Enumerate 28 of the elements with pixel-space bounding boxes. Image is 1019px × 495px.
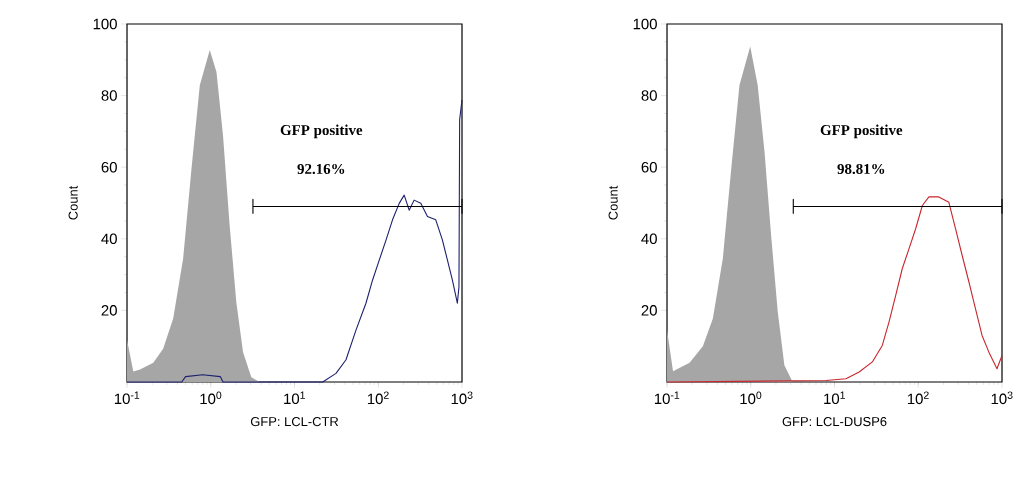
y-tick-label: 100 — [633, 18, 657, 30]
y-tick-label: 40 — [641, 233, 657, 245]
y-tick-label: 20 — [101, 305, 117, 316]
y-tick-label: 80 — [641, 90, 657, 101]
y-tick-label: 60 — [101, 161, 117, 173]
x-tick-label: 10$^{-1}$ — [654, 391, 680, 405]
y-tick-label: 20 — [641, 305, 657, 316]
annotation: 92.16% — [297, 163, 345, 175]
annotation: GFP positive — [280, 124, 363, 139]
x-axis-title: GFP: LCL-CTR — [250, 417, 339, 427]
x-tick-label: 10$^{2}$ — [367, 391, 389, 405]
y-tick-label: 40 — [101, 233, 117, 245]
x-tick-label: 10$^{2}$ — [907, 391, 929, 405]
y-tick-label: 60 — [641, 161, 657, 173]
x-tick-label: 10$^{1}$ — [824, 391, 845, 405]
x-tick-label: 10$^{-1}$ — [114, 391, 140, 405]
annotation: 98.81% — [837, 163, 885, 175]
y-axis-title: Count — [608, 185, 618, 220]
x-tick-label: 10$^{0}$ — [200, 391, 222, 405]
y-tick-label: 80 — [101, 90, 117, 101]
x-tick-label: 10$^{3}$ — [991, 391, 1013, 405]
x-tick-label: 10$^{3}$ — [451, 391, 473, 405]
x-axis-title: GFP: LCL-DUSP6 — [782, 417, 887, 427]
x-tick-label: 10$^{0}$ — [740, 391, 762, 405]
y-axis-title: Count — [68, 185, 78, 220]
y-tick-label: 100 — [93, 18, 117, 30]
x-tick-label: 10$^{1}$ — [284, 391, 305, 405]
annotation: GFP positive — [820, 124, 903, 139]
